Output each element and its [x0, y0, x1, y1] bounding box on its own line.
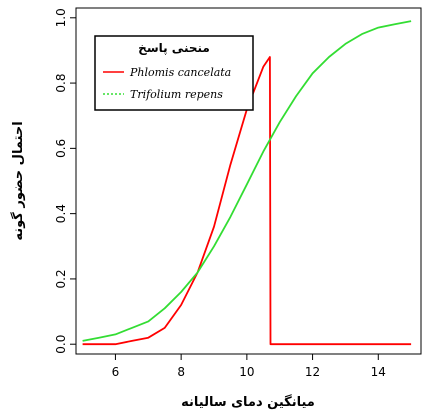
x-tick-label: 6	[112, 365, 120, 379]
x-axis-title: میانگین دمای سالیانه	[181, 394, 315, 410]
y-tick-label: 0.2	[54, 269, 68, 288]
y-tick-label: 0.4	[54, 204, 68, 223]
series-layer	[82, 20, 412, 346]
axes-layer: 6 8 10 12 14 0.0 0.2 0.4 0.6 0.8 1.0	[54, 8, 386, 379]
x-tick-label: 8	[177, 365, 185, 379]
y-axis-title: احتمال حضور گونه	[10, 121, 26, 240]
series-line-trifolium	[82, 20, 412, 342]
legend-title: منحنی پاسخ	[138, 41, 210, 55]
y-tick-label: 0.6	[54, 139, 68, 158]
legend-label-phlomis: Phlomis cancelata	[129, 66, 231, 79]
plot-frame	[75, 7, 422, 355]
y-tick-label: 1.0	[54, 8, 68, 27]
x-tick-label: 12	[305, 365, 320, 379]
x-tick-label: 14	[371, 365, 386, 379]
y-tick-label: 0.0	[54, 335, 68, 354]
legend-box	[94, 35, 254, 111]
legend-label-trifolium: Trifolium repens	[130, 88, 223, 101]
series-line-phlomis	[82, 56, 412, 346]
y-tick-label: 0.8	[54, 74, 68, 93]
legend: منحنی پاسخ Phlomis cancelata Trifolium r…	[94, 35, 254, 111]
x-tick-label: 10	[239, 365, 254, 379]
